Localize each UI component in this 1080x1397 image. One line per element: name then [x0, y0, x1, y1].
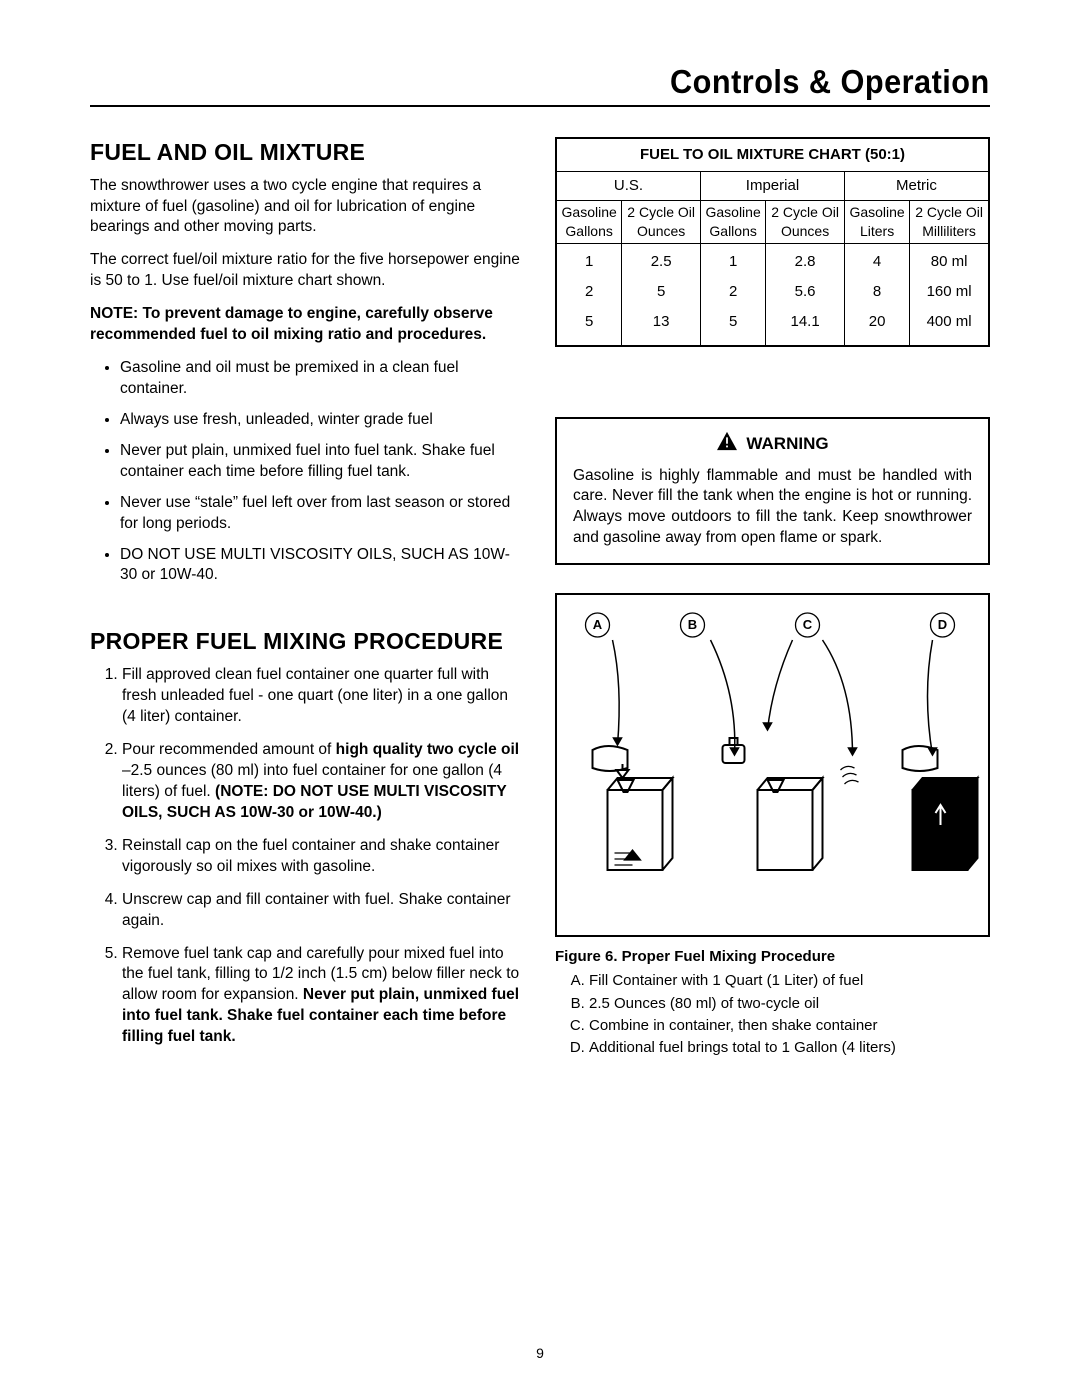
- table-cell: 5: [622, 277, 701, 307]
- chart-sub: 2 Cycle OilMilliliters: [910, 201, 989, 244]
- chart-sub: GasolineGallons: [556, 201, 622, 244]
- chart-sub: GasolineLiters: [844, 201, 909, 244]
- bullet-item: Gasoline and oil must be premixed in a c…: [120, 358, 525, 400]
- table-cell: 2: [701, 277, 766, 307]
- right-column: FUEL TO OIL MIXTURE CHART (50:1) U.S. Im…: [555, 137, 990, 1063]
- fig-item: 2.5 Ounces (80 ml) of two-cycle oil: [589, 994, 990, 1014]
- table-cell: 14.1: [766, 307, 845, 345]
- table-cell: 5.6: [766, 277, 845, 307]
- table-cell: 20: [844, 307, 909, 345]
- page: Controls & Operation FUEL AND OIL MIXTUR…: [0, 0, 1080, 1397]
- para-intro-2: The correct fuel/oil mixture ratio for t…: [90, 250, 525, 292]
- section-title: Controls & Operation: [657, 60, 990, 105]
- step: Remove fuel tank cap and carefully pour …: [122, 944, 525, 1049]
- figure-legend: Fill Container with 1 Quart (1 Liter) of…: [555, 971, 990, 1058]
- chart-sub: 2 Cycle OilOunces: [766, 201, 845, 244]
- chart-group: Imperial: [701, 171, 845, 200]
- table-cell: 1: [556, 243, 622, 277]
- mixture-chart: FUEL TO OIL MIXTURE CHART (50:1) U.S. Im…: [555, 137, 990, 347]
- table-cell: 8: [844, 277, 909, 307]
- left-column: FUEL AND OIL MIXTURE The snowthrower use…: [90, 137, 525, 1063]
- warning-text: Gasoline is highly flammable and must be…: [573, 466, 972, 550]
- fig-item: Additional fuel brings total to 1 Gallon…: [589, 1038, 990, 1058]
- chart-sub: 2 Cycle OilOunces: [622, 201, 701, 244]
- chart-group: Metric: [844, 171, 989, 200]
- table-cell: 2.8: [766, 243, 845, 277]
- warning-header: WARNING: [573, 431, 972, 458]
- table-cell: 80 ml: [910, 243, 989, 277]
- page-number: 9: [0, 1344, 1080, 1363]
- table-cell: 400 ml: [910, 307, 989, 345]
- fig-label-d: D: [938, 617, 947, 632]
- figure-box: A B C D: [555, 593, 990, 937]
- table-cell: 5: [701, 307, 766, 345]
- chart-title: FUEL TO OIL MIXTURE CHART (50:1): [556, 138, 989, 172]
- warning-box: WARNING Gasoline is highly flammable and…: [555, 417, 990, 566]
- table-cell: 4: [844, 243, 909, 277]
- fig-item: Combine in container, then shake contain…: [589, 1016, 990, 1036]
- heading-fuel-oil: FUEL AND OIL MIXTURE: [90, 137, 525, 168]
- bullet-list: Gasoline and oil must be premixed in a c…: [90, 358, 525, 586]
- chart-sub: GasolineGallons: [701, 201, 766, 244]
- para-intro-1: The snowthrower uses a two cycle engine …: [90, 176, 525, 239]
- columns: FUEL AND OIL MIXTURE The snowthrower use…: [90, 137, 990, 1063]
- warning-icon: [716, 431, 738, 458]
- bullet-item: Always use fresh, unleaded, winter grade…: [120, 410, 525, 431]
- bullet-item: DO NOT USE MULTI VISCOSITY OILS, SUCH AS…: [120, 545, 525, 587]
- warning-label: WARNING: [746, 433, 828, 456]
- section-header-rule: Controls & Operation: [90, 60, 990, 107]
- table-cell: 13: [622, 307, 701, 345]
- fig-label-a: A: [593, 617, 603, 632]
- mixing-diagram: A B C D: [557, 595, 988, 935]
- note-procedure: NOTE: To prevent damage to engine, caref…: [90, 304, 525, 346]
- fig-label-c: C: [803, 617, 813, 632]
- table-cell: 2.5: [622, 243, 701, 277]
- table-cell: 160 ml: [910, 277, 989, 307]
- step: Fill approved clean fuel container one q…: [122, 665, 525, 728]
- bullet-item: Never put plain, unmixed fuel into fuel …: [120, 441, 525, 483]
- procedure-list: Fill approved clean fuel container one q…: [90, 665, 525, 1048]
- figure-caption: Figure 6. Proper Fuel Mixing Procedure: [555, 947, 990, 967]
- table-cell: 5: [556, 307, 622, 345]
- fig-label-b: B: [688, 617, 697, 632]
- step: Reinstall cap on the fuel container and …: [122, 836, 525, 878]
- step: Pour recommended amount of high quality …: [122, 740, 525, 824]
- step: Unscrew cap and fill container with fuel…: [122, 890, 525, 932]
- chart-group: U.S.: [556, 171, 701, 200]
- heading-mixing-procedure: PROPER FUEL MIXING PROCEDURE: [90, 626, 525, 657]
- bullet-item: Never use “stale” fuel left over from la…: [120, 493, 525, 535]
- fig-item: Fill Container with 1 Quart (1 Liter) of…: [589, 971, 990, 991]
- table-cell: 2: [556, 277, 622, 307]
- table-cell: 1: [701, 243, 766, 277]
